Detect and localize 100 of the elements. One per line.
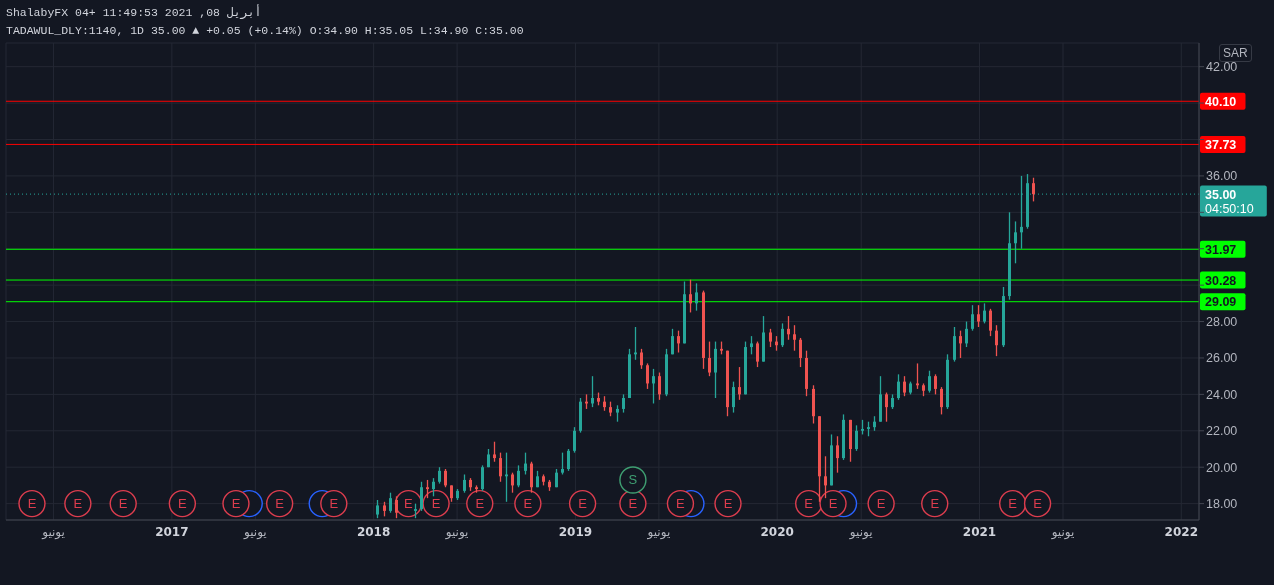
candlestick: [517, 464, 520, 488]
data-label: E: [275, 496, 285, 512]
candlestick: [536, 470, 539, 488]
y-tick-label: 42.00: [1206, 60, 1238, 75]
candlestick: [695, 282, 698, 312]
data-label: E: [876, 496, 886, 512]
chart-subtitle: TADAWUL_DLY:1140, 1D 35.00 ▲ +0.05 (+0.14%) O:34.90 H:35.05 L:34.90 C:35.00: [6, 24, 524, 37]
candlestick: [965, 320, 968, 348]
candlestick: [671, 328, 674, 355]
candlestick: [769, 328, 772, 348]
candlestick: [732, 380, 735, 414]
candlestick: [983, 302, 986, 325]
data-label: E: [828, 496, 838, 512]
candlestick: [591, 375, 594, 408]
candlestick: [873, 415, 876, 432]
data-label: E: [628, 496, 638, 512]
candlestick: [934, 373, 937, 396]
y-tick-label: 36.00: [1206, 169, 1238, 184]
candlestick: [836, 435, 839, 474]
candlestick: [738, 366, 741, 401]
candlestick: [885, 391, 888, 423]
x-tick-label: يونيو: [444, 525, 469, 540]
candlestick: [787, 315, 790, 341]
candlestick: [548, 479, 551, 492]
candlestick: [756, 340, 759, 368]
candlestick: [781, 322, 784, 348]
data-label: E: [676, 496, 686, 512]
candlestick: [946, 353, 949, 410]
chart-title: أبريل 08, 2021 11:49:53 +04 ShalabyFX: [6, 4, 262, 21]
candlestick: [658, 371, 661, 401]
candlestick: [1014, 220, 1017, 264]
x-tick-label: يونيو: [242, 525, 267, 540]
data-label: E: [1008, 496, 1018, 512]
candlestick: [903, 375, 906, 397]
x-tick-label: 2018: [356, 525, 391, 539]
x-tick-label: 2020: [760, 525, 794, 539]
candlestick: [420, 481, 423, 512]
candlestick: [469, 477, 472, 492]
ref-line-label: 40.10: [1205, 94, 1237, 109]
candlestick: [909, 380, 912, 396]
x-tick-label: يونيو: [1050, 525, 1075, 540]
candlestick: [799, 337, 802, 368]
candlestick: [762, 315, 765, 363]
data-label: E: [404, 496, 414, 512]
candlestick: [561, 451, 564, 476]
data-label: E: [231, 496, 241, 512]
ref-line-label: 29.09: [1205, 295, 1237, 310]
data-label: E: [431, 496, 441, 512]
candlestick: [708, 340, 711, 377]
ref-line-label: 35.00 04:50:10: [1205, 187, 1254, 216]
x-tick-label: 2017: [155, 525, 189, 539]
data-label: E: [723, 496, 733, 512]
candlestick: [977, 304, 980, 328]
data-label: E: [118, 496, 128, 512]
candlestick: [793, 324, 796, 352]
candlestick: [897, 373, 900, 401]
y-tick-label: 18.00: [1206, 497, 1238, 512]
candlestick: [597, 391, 600, 406]
data-label: E: [329, 496, 339, 512]
data-label: E: [804, 496, 814, 512]
data-label: E: [178, 496, 188, 512]
candlestick: [720, 340, 723, 355]
candlestick: [995, 324, 998, 357]
y-tick-label: 20.00: [1206, 460, 1238, 475]
candlestick: [916, 362, 919, 390]
candlestick: [953, 326, 956, 363]
candlestick: [444, 468, 447, 488]
candlestick: [646, 362, 649, 390]
candlestick: [499, 451, 502, 483]
y-tick-label: 28.00: [1206, 314, 1238, 329]
candlestick: [861, 419, 864, 436]
candlestick: [438, 466, 441, 485]
candlestick: [432, 477, 435, 497]
candlestick: [511, 472, 514, 494]
x-tick-label: يونيو: [646, 525, 671, 540]
candlestick: [542, 473, 545, 487]
ref-line-label: 30.28: [1205, 273, 1237, 288]
y-tick-label: 26.00: [1206, 351, 1238, 366]
data-label: E: [73, 496, 83, 512]
candlestick: [665, 348, 668, 397]
candlestick: [842, 413, 845, 461]
candlestick: [652, 368, 655, 405]
y-axis-title: SAR: [1223, 46, 1248, 60]
candlestick: [456, 488, 459, 501]
candlestick: [805, 350, 808, 397]
candlestick: [818, 415, 821, 503]
candlestick: [481, 464, 484, 492]
candlestick: [702, 289, 705, 370]
candlestick: [989, 308, 992, 337]
candlestick: [714, 340, 717, 399]
data-label: E: [930, 496, 940, 512]
candlestick: [567, 448, 570, 472]
y-tick-label: 22.00: [1206, 424, 1238, 439]
candlestick: [555, 468, 558, 488]
candlestick: [603, 395, 606, 412]
candlestick: [922, 382, 925, 397]
data-label: E: [578, 496, 588, 512]
data-label: E: [475, 496, 485, 512]
candlestick: [573, 426, 576, 454]
candlestick: [971, 304, 974, 332]
